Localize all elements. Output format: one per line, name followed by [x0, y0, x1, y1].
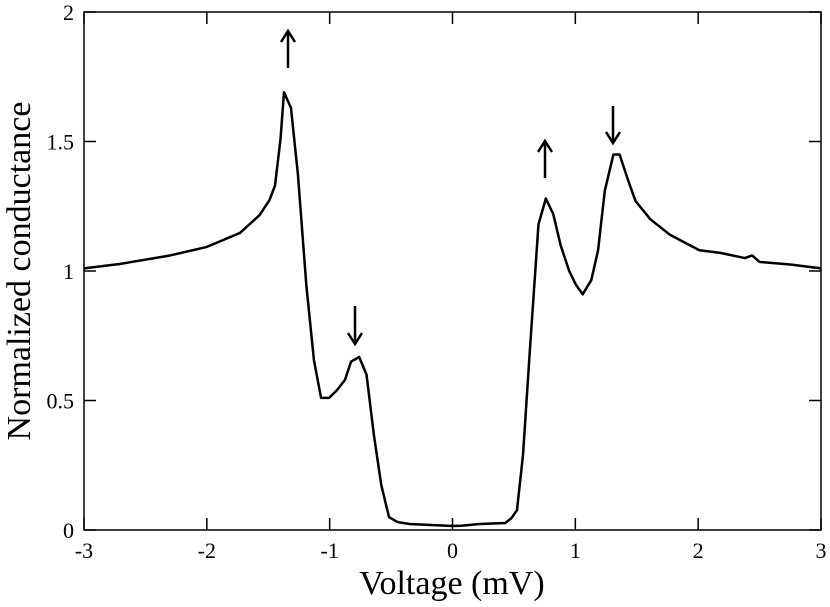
down-arrow [604, 106, 622, 146]
data-line [83, 91, 822, 528]
x-tick-label: 2 [693, 538, 704, 563]
x-tick-label: -2 [198, 538, 216, 563]
up-arrow [279, 28, 297, 68]
y-tick-label: 1.5 [47, 130, 75, 155]
up-arrow [536, 138, 554, 178]
x-axis-label: Voltage (mV) [359, 565, 544, 602]
y-axis-label: Normalized conductance [1, 102, 38, 441]
y-tick-label: 0 [63, 518, 74, 543]
down-arrow [346, 306, 364, 347]
x-tick-label: 1 [570, 538, 581, 563]
plot-frame [83, 11, 822, 531]
x-tick-label: 3 [816, 538, 827, 563]
y-tick-label: 1 [63, 259, 74, 284]
x-tick-label: 0 [447, 538, 458, 563]
x-tick-label: -1 [321, 538, 339, 563]
y-tick-label: 2 [63, 0, 74, 25]
y-tick-label: 0.5 [47, 389, 75, 414]
x-tick-label: -3 [75, 538, 93, 563]
arrows [279, 28, 622, 347]
